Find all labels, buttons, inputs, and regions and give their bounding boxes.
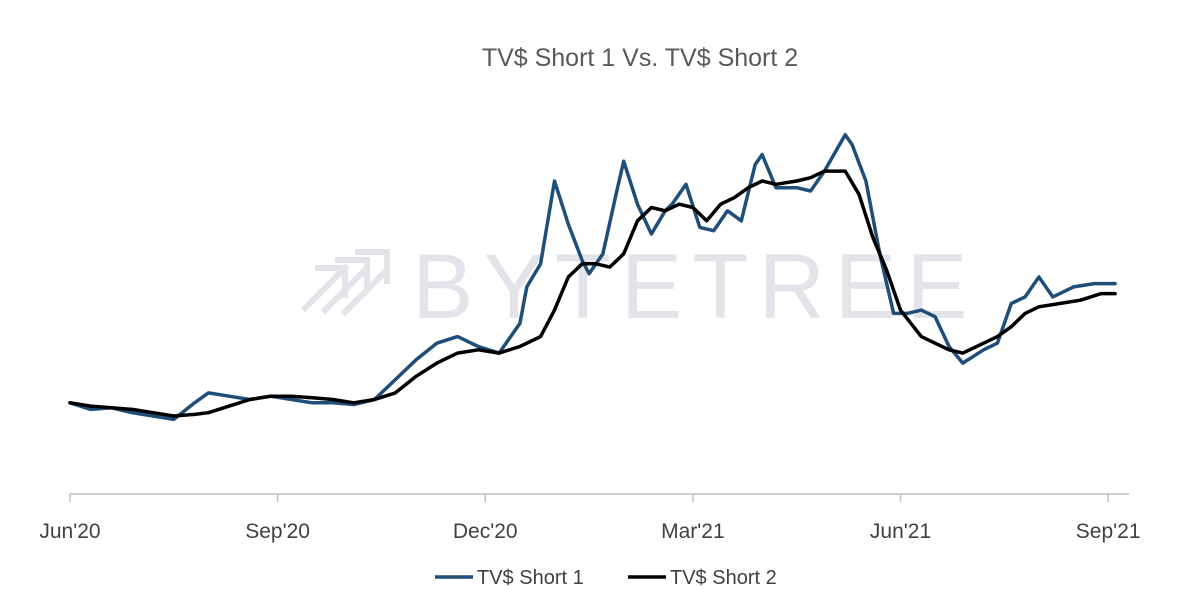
x-tick-label: Jun'20	[39, 520, 100, 543]
x-tick-label: Mar'21	[661, 520, 725, 543]
watermark: BYTETREE	[300, 236, 978, 338]
x-tick-label: Sep'21	[1076, 520, 1141, 543]
legend-label-short-2: TV$ Short 2	[670, 567, 777, 589]
bytetree-arrows-icon	[300, 249, 390, 317]
chart-title: TV$ Short 1 Vs. TV$ Short 2	[482, 44, 798, 72]
x-tick-label: Jun'21	[870, 520, 931, 543]
legend: TV$ Short 1 TV$ Short 2	[435, 567, 777, 589]
watermark-text: BYTETREE	[412, 236, 978, 338]
plot-area	[68, 132, 1117, 422]
series-line-short-1	[68, 132, 1117, 422]
series-line-short-2	[68, 169, 1117, 418]
legend-item-short-1[interactable]: TV$ Short 1	[435, 567, 584, 589]
legend-label-short-1: TV$ Short 1	[477, 567, 584, 589]
x-tick-label: Dec'20	[453, 520, 518, 543]
x-axis: Jun'20 Sep'20 Dec'20 Mar'21 Jun'21 Sep'21	[39, 493, 1141, 543]
x-tick-label: Sep'20	[245, 520, 310, 543]
legend-item-short-2[interactable]: TV$ Short 2	[628, 567, 777, 589]
